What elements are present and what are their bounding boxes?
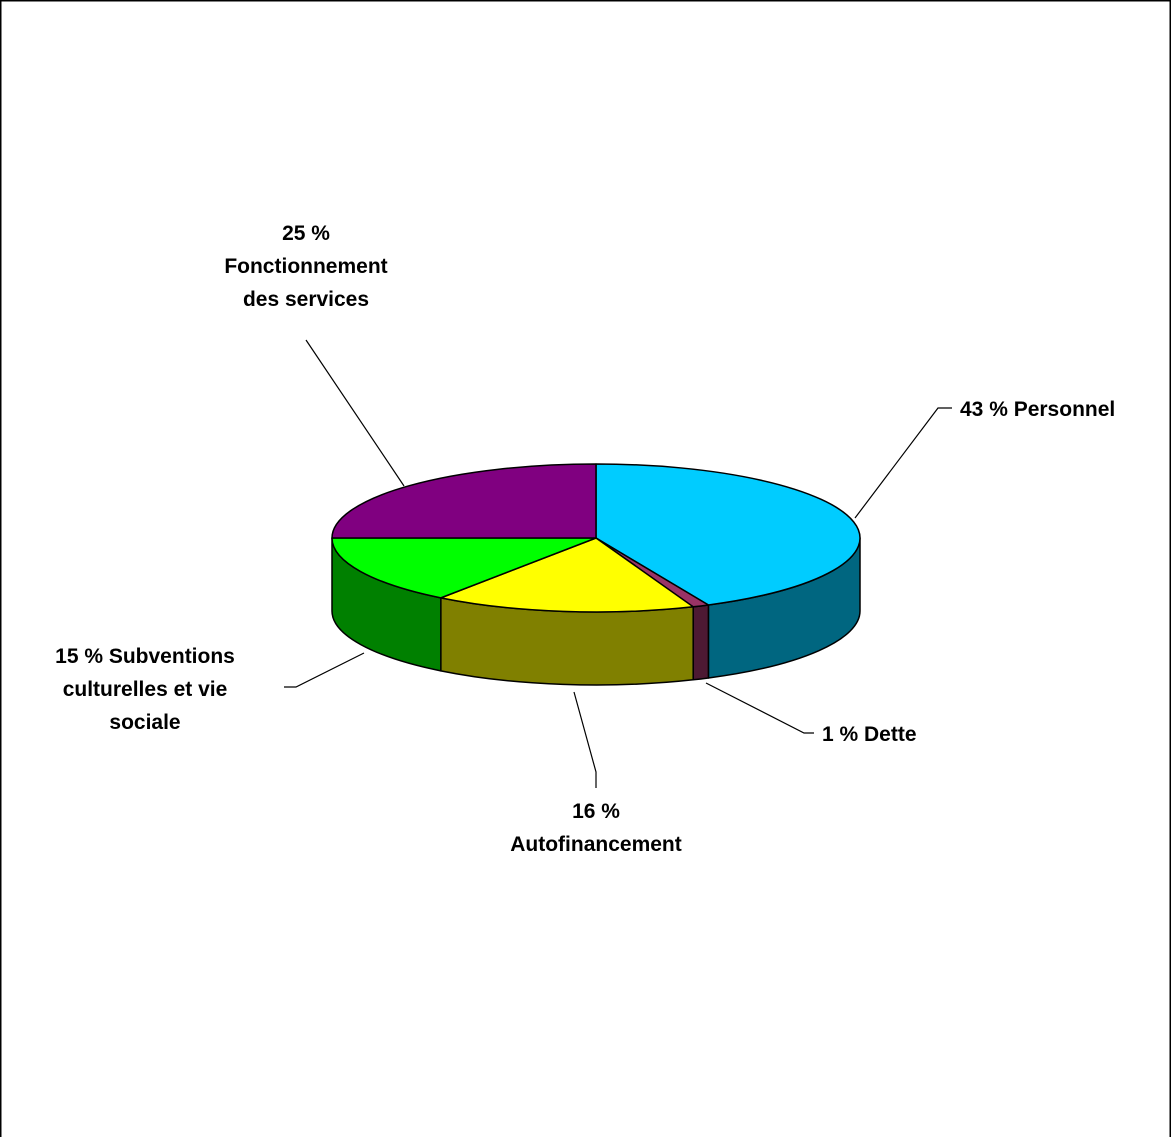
data-label-fonctionnement-des-services: 25 % Fonctionnement des services [224,222,387,311]
data-labels: 43 % Personnel 1 % Dette 16 % Autofinanceme… [55,222,1115,856]
leader-line-fonctionnement-des-services [305,339,405,487]
slice-personnel [595,463,861,606]
data-label-personnel: 43 % Personnel [960,398,1115,421]
leader-line-dette [705,682,814,734]
data-label-line: 15 % Subventions [55,645,235,668]
slice-fonctionnement-des-services [331,463,597,539]
slice-autofinancement [440,537,694,613]
leader-line-autofinancement [573,691,597,788]
data-label-line: 16 % [572,800,620,823]
data-label-line: des services [243,288,369,311]
data-label-line: 43 % Personnel [960,398,1115,421]
data-label-line: 25 % [282,222,330,245]
data-label-line: Autofinancement [510,833,682,856]
slice-subventions-culturelles-et-vie-sociale [331,537,597,599]
data-label-subventions-culturelles-et-vie-sociale: 15 % Subventions culturelles et vie social… [55,645,235,734]
data-label-line: 1 % Dette [822,723,917,746]
data-label-line: sociale [109,711,180,734]
data-label-line: culturelles et vie [63,678,228,701]
data-label-line: Fonctionnement [224,255,387,278]
leader-line-personnel [854,407,952,519]
leader-lines [284,339,952,788]
data-label-autofinancement: 16 % Autofinancement [510,800,682,856]
leader-line-subventions-culturelles-et-vie-sociale [284,652,365,688]
pie-tops [331,463,861,613]
side-dette [692,604,710,681]
data-label-dette: 1 % Dette [822,723,917,746]
